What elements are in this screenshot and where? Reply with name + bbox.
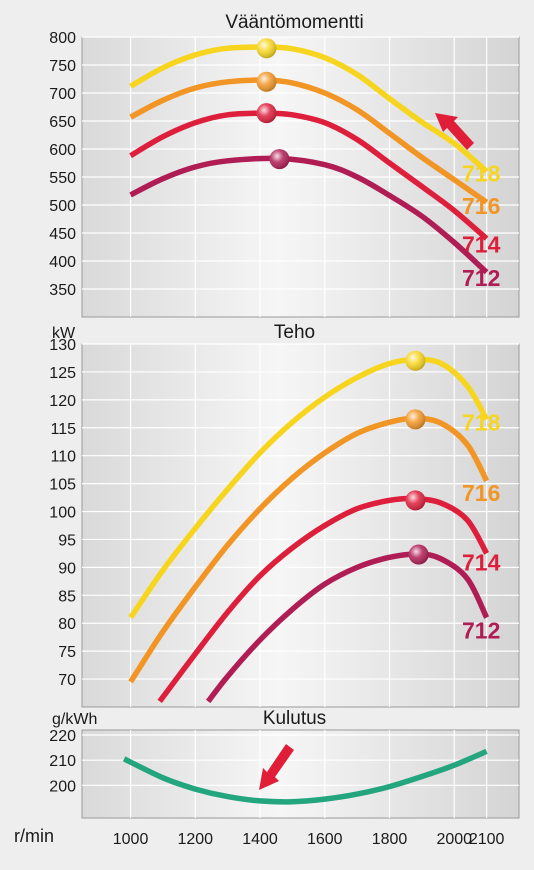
y-tick-label: 95 [58,532,76,549]
x-axis-label: r/min [14,826,54,846]
x-tick-label: 1800 [372,831,408,848]
peak-marker-shading [256,103,277,124]
y-tick-label: 70 [58,672,76,689]
series-label-714: 714 [462,549,501,575]
chart-1: 70 75 80 85 90 95 100 105 110 115 120 125 130 Teho kW 7… [49,322,520,708]
series-line-714 [157,495,490,704]
y-tick-label: 650 [49,114,76,131]
series-label-716: 716 [462,193,500,219]
down-arrow-icon [259,744,294,790]
y-axis-unit-label: g/kWh [52,711,97,728]
y-tick-label: 400 [49,254,76,271]
y-tick-label: 200 [49,778,76,795]
plot-area [81,729,520,819]
series-line-712 [129,155,489,275]
y-tick-label: 350 [49,282,76,299]
chart-2: 200 210 220 Kulutus g/kWh 1000 1200 1400 1600 180… [14,708,520,848]
y-tick-label: 115 [50,421,76,438]
x-tick-label: 1400 [242,831,278,848]
peak-marker-shading [269,149,290,170]
y-tick-label: 700 [49,86,76,103]
series-label-718: 718 [462,409,501,435]
y-tick-label: 130 [49,337,76,354]
chart-title: Vääntömomentti [225,12,363,33]
series-line-consumption [122,748,488,805]
y-tick-label: 550 [49,170,76,187]
y-tick-label: 110 [50,449,76,466]
peak-marker-shading [408,544,429,565]
y-tick-label: 125 [49,365,76,382]
y-tick-label: 75 [58,644,76,661]
series-label-712: 712 [462,265,500,291]
y-tick-label: 120 [49,393,76,410]
series-line-714 [129,110,489,241]
series-line-712 [206,551,490,704]
x-tick-label: 1600 [307,831,343,848]
y-tick-label: 105 [49,477,76,494]
y-axis-unit-label: kW [52,325,76,342]
series-label-716: 716 [462,480,500,506]
peak-marker-shading [405,350,426,371]
chart-title: Teho [274,322,315,343]
peak-marker-shading [256,71,277,92]
y-tick-label: 85 [58,588,76,605]
y-tick-label: 450 [49,226,76,243]
x-tick-label: 2000 [436,831,472,848]
y-tick-label: 210 [49,753,76,770]
series-label-718: 718 [462,160,501,186]
y-tick-label: 500 [49,198,76,215]
y-tick-label: 800 [49,30,76,47]
series-line-716 [129,77,489,205]
y-tick-label: 100 [49,505,76,522]
x-tick-label: 1000 [113,831,149,848]
series-line-718 [129,44,489,174]
peak-marker-shading [256,38,277,59]
peak-marker-shading [405,409,426,430]
x-tick-label: 1200 [177,831,213,848]
up-arrow-icon [435,113,474,150]
chart-title: Kulutus [263,708,326,729]
y-tick-label: 90 [58,560,76,577]
y-tick-label: 80 [58,616,76,633]
series-line-718 [128,356,490,620]
peak-marker-shading [405,490,426,511]
y-tick-label: 600 [49,142,76,159]
series-line-716 [128,415,490,684]
y-tick-label: 220 [49,728,76,745]
series-label-712: 712 [462,618,500,644]
y-tick-label: 750 [49,58,76,75]
x-tick-label: 2100 [469,831,505,848]
chart-0: 350 400 450 500 550 600 650 700 750 800 Vääntömome… [49,12,520,318]
